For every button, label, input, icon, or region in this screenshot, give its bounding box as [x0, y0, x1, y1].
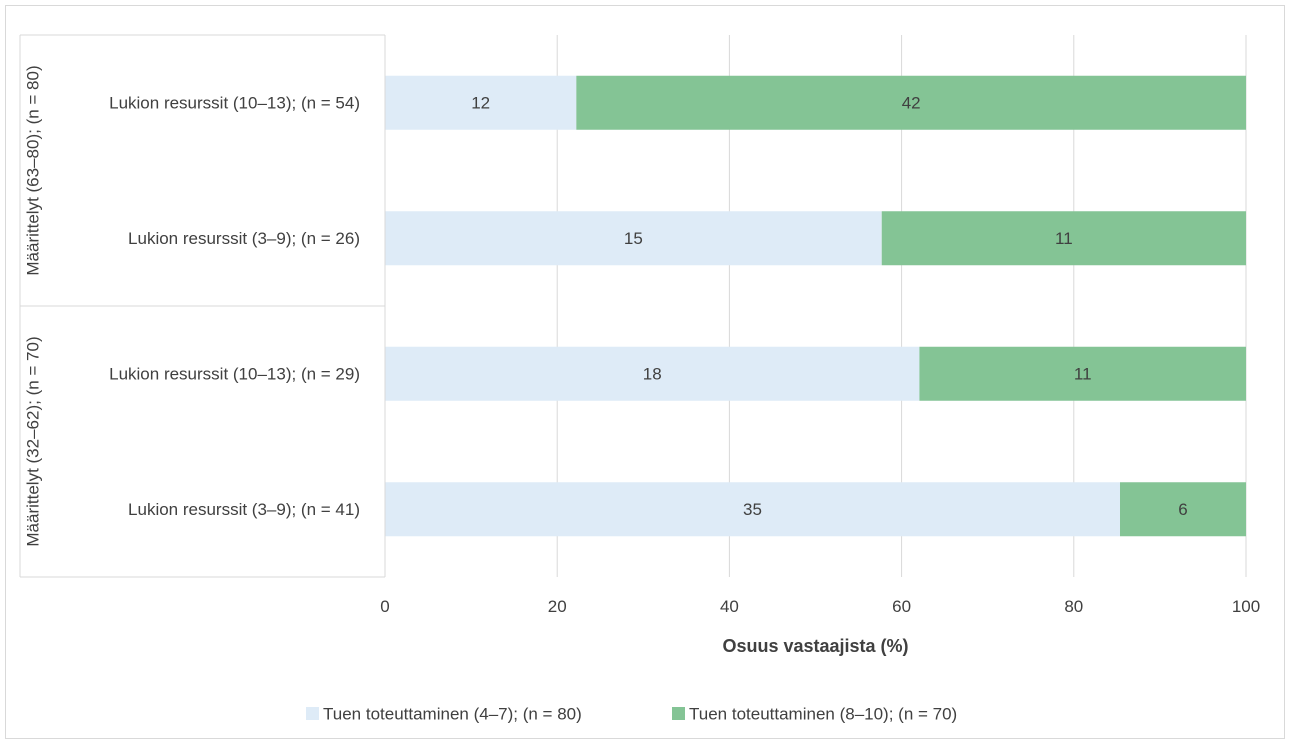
x-tick-label: 60	[892, 597, 911, 616]
category-label: Lukion resurssit (3–9); (n = 41)	[128, 500, 360, 519]
data-label: 35	[743, 500, 762, 519]
legend-label: Tuen toteuttaminen (4–7); (n = 80)	[323, 705, 582, 724]
data-label: 18	[643, 364, 662, 383]
category-label: Lukion resurssit (10–13); (n = 54)	[109, 93, 360, 112]
group-label: Määrittelyt (32–62); (n = 70)	[24, 336, 43, 546]
bar-segment	[1120, 482, 1246, 537]
x-tick-label: 80	[1064, 597, 1083, 616]
x-tick-label: 100	[1232, 597, 1260, 616]
category-label: Lukion resurssit (10–13); (n = 29)	[109, 364, 360, 383]
chart-frame	[5, 5, 1285, 739]
bar-segment	[385, 346, 920, 401]
data-label: 6	[1178, 500, 1187, 519]
legend: Tuen toteuttaminen (4–7); (n = 80) Tuen t…	[306, 705, 957, 724]
x-tick-label: 40	[720, 597, 739, 616]
bar-segment	[919, 346, 1246, 401]
bar-segment	[385, 482, 1120, 537]
data-label: 42	[902, 93, 921, 112]
bar-segment	[881, 211, 1246, 266]
bar-area	[385, 75, 1246, 537]
legend-swatch	[306, 707, 319, 720]
legend-label: Tuen toteuttaminen (8–10); (n = 70)	[689, 705, 957, 724]
data-label: 15	[624, 229, 643, 248]
bar-segment	[385, 75, 577, 130]
category-axis: Määrittelyt (63–80); (n = 80) Määrittelyt…	[19, 34, 386, 578]
data-labels: 12 42 15 11 18 11 35 6	[471, 93, 1188, 519]
data-label: 11	[1055, 229, 1073, 248]
data-label: 12	[471, 93, 490, 112]
bar-segment	[385, 211, 882, 266]
legend-swatch	[672, 707, 685, 720]
x-tick-label: 0	[380, 597, 389, 616]
x-tick-label: 20	[548, 597, 567, 616]
group-label: Määrittelyt (63–80); (n = 80)	[24, 65, 43, 275]
x-tick-labels: 0 20 40 60 80 100	[380, 597, 1260, 616]
x-axis-title: Osuus vastaajista (%)	[722, 636, 908, 656]
bar-segment	[576, 75, 1246, 130]
category-label: Lukion resurssit (3–9); (n = 26)	[128, 229, 360, 248]
data-label: 11	[1074, 364, 1092, 383]
